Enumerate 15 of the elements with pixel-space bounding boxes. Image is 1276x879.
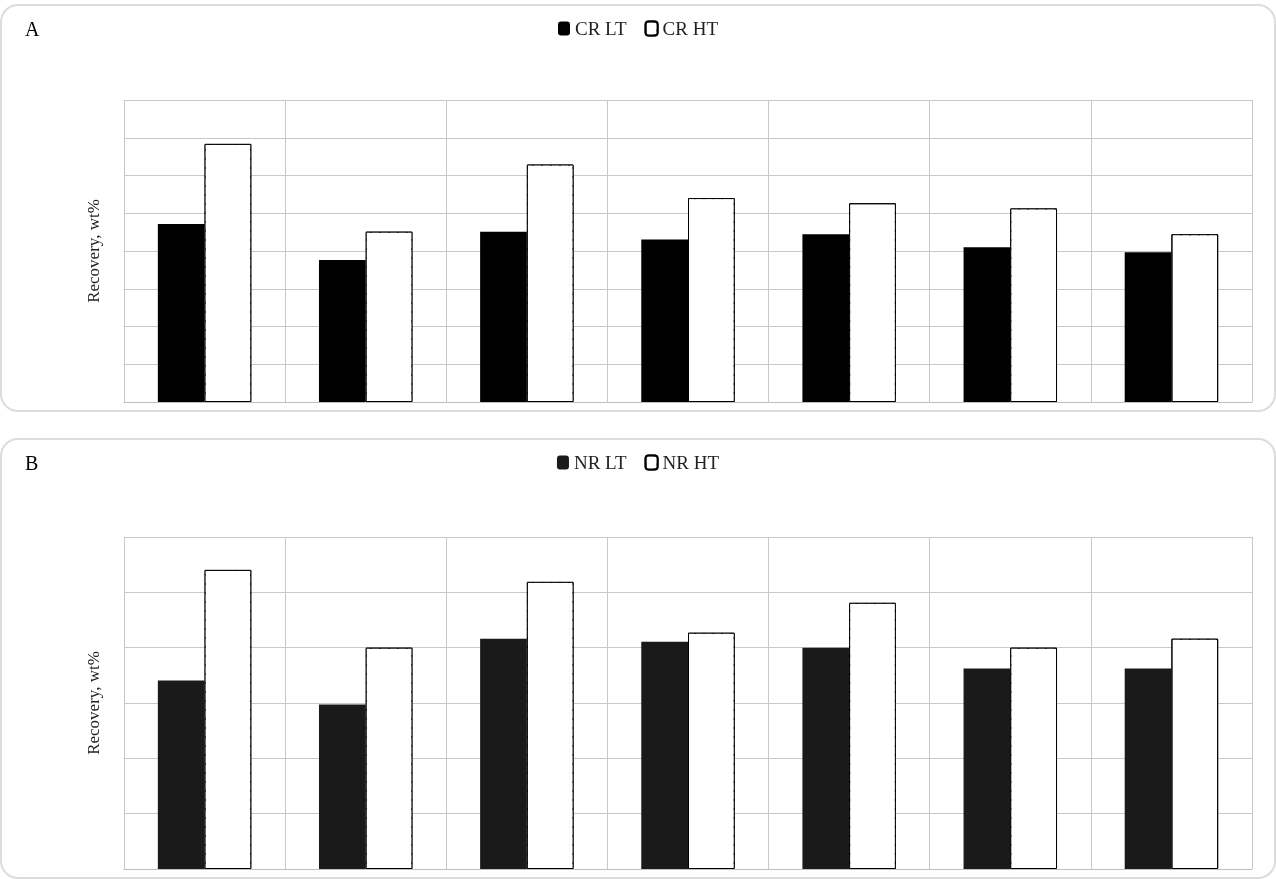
bar bbox=[480, 638, 527, 869]
bar bbox=[641, 641, 688, 869]
bar bbox=[1124, 668, 1172, 869]
chart-title: A bbox=[25, 18, 40, 40]
legend-label: NR HT bbox=[662, 452, 720, 473]
legend-label: CR LT bbox=[575, 18, 627, 39]
legend-label: NR LT bbox=[573, 452, 627, 473]
bar bbox=[318, 704, 366, 869]
bar bbox=[802, 647, 850, 869]
y-axis-title: Recovery, wt% bbox=[84, 199, 103, 303]
chart-title: B bbox=[25, 452, 39, 474]
y-axis-title: Recovery, wt% bbox=[84, 651, 103, 755]
legend-label: CR HT bbox=[662, 18, 719, 39]
bar bbox=[963, 668, 1011, 869]
bar bbox=[157, 680, 205, 869]
